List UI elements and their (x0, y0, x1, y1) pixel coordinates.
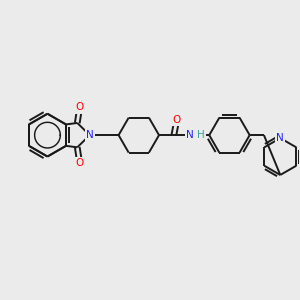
Text: N: N (276, 133, 284, 143)
Text: O: O (76, 158, 84, 168)
Text: H: H (197, 130, 205, 140)
Text: N: N (86, 130, 94, 140)
Text: O: O (76, 103, 84, 112)
Text: N: N (186, 130, 194, 140)
Text: O: O (173, 115, 181, 125)
